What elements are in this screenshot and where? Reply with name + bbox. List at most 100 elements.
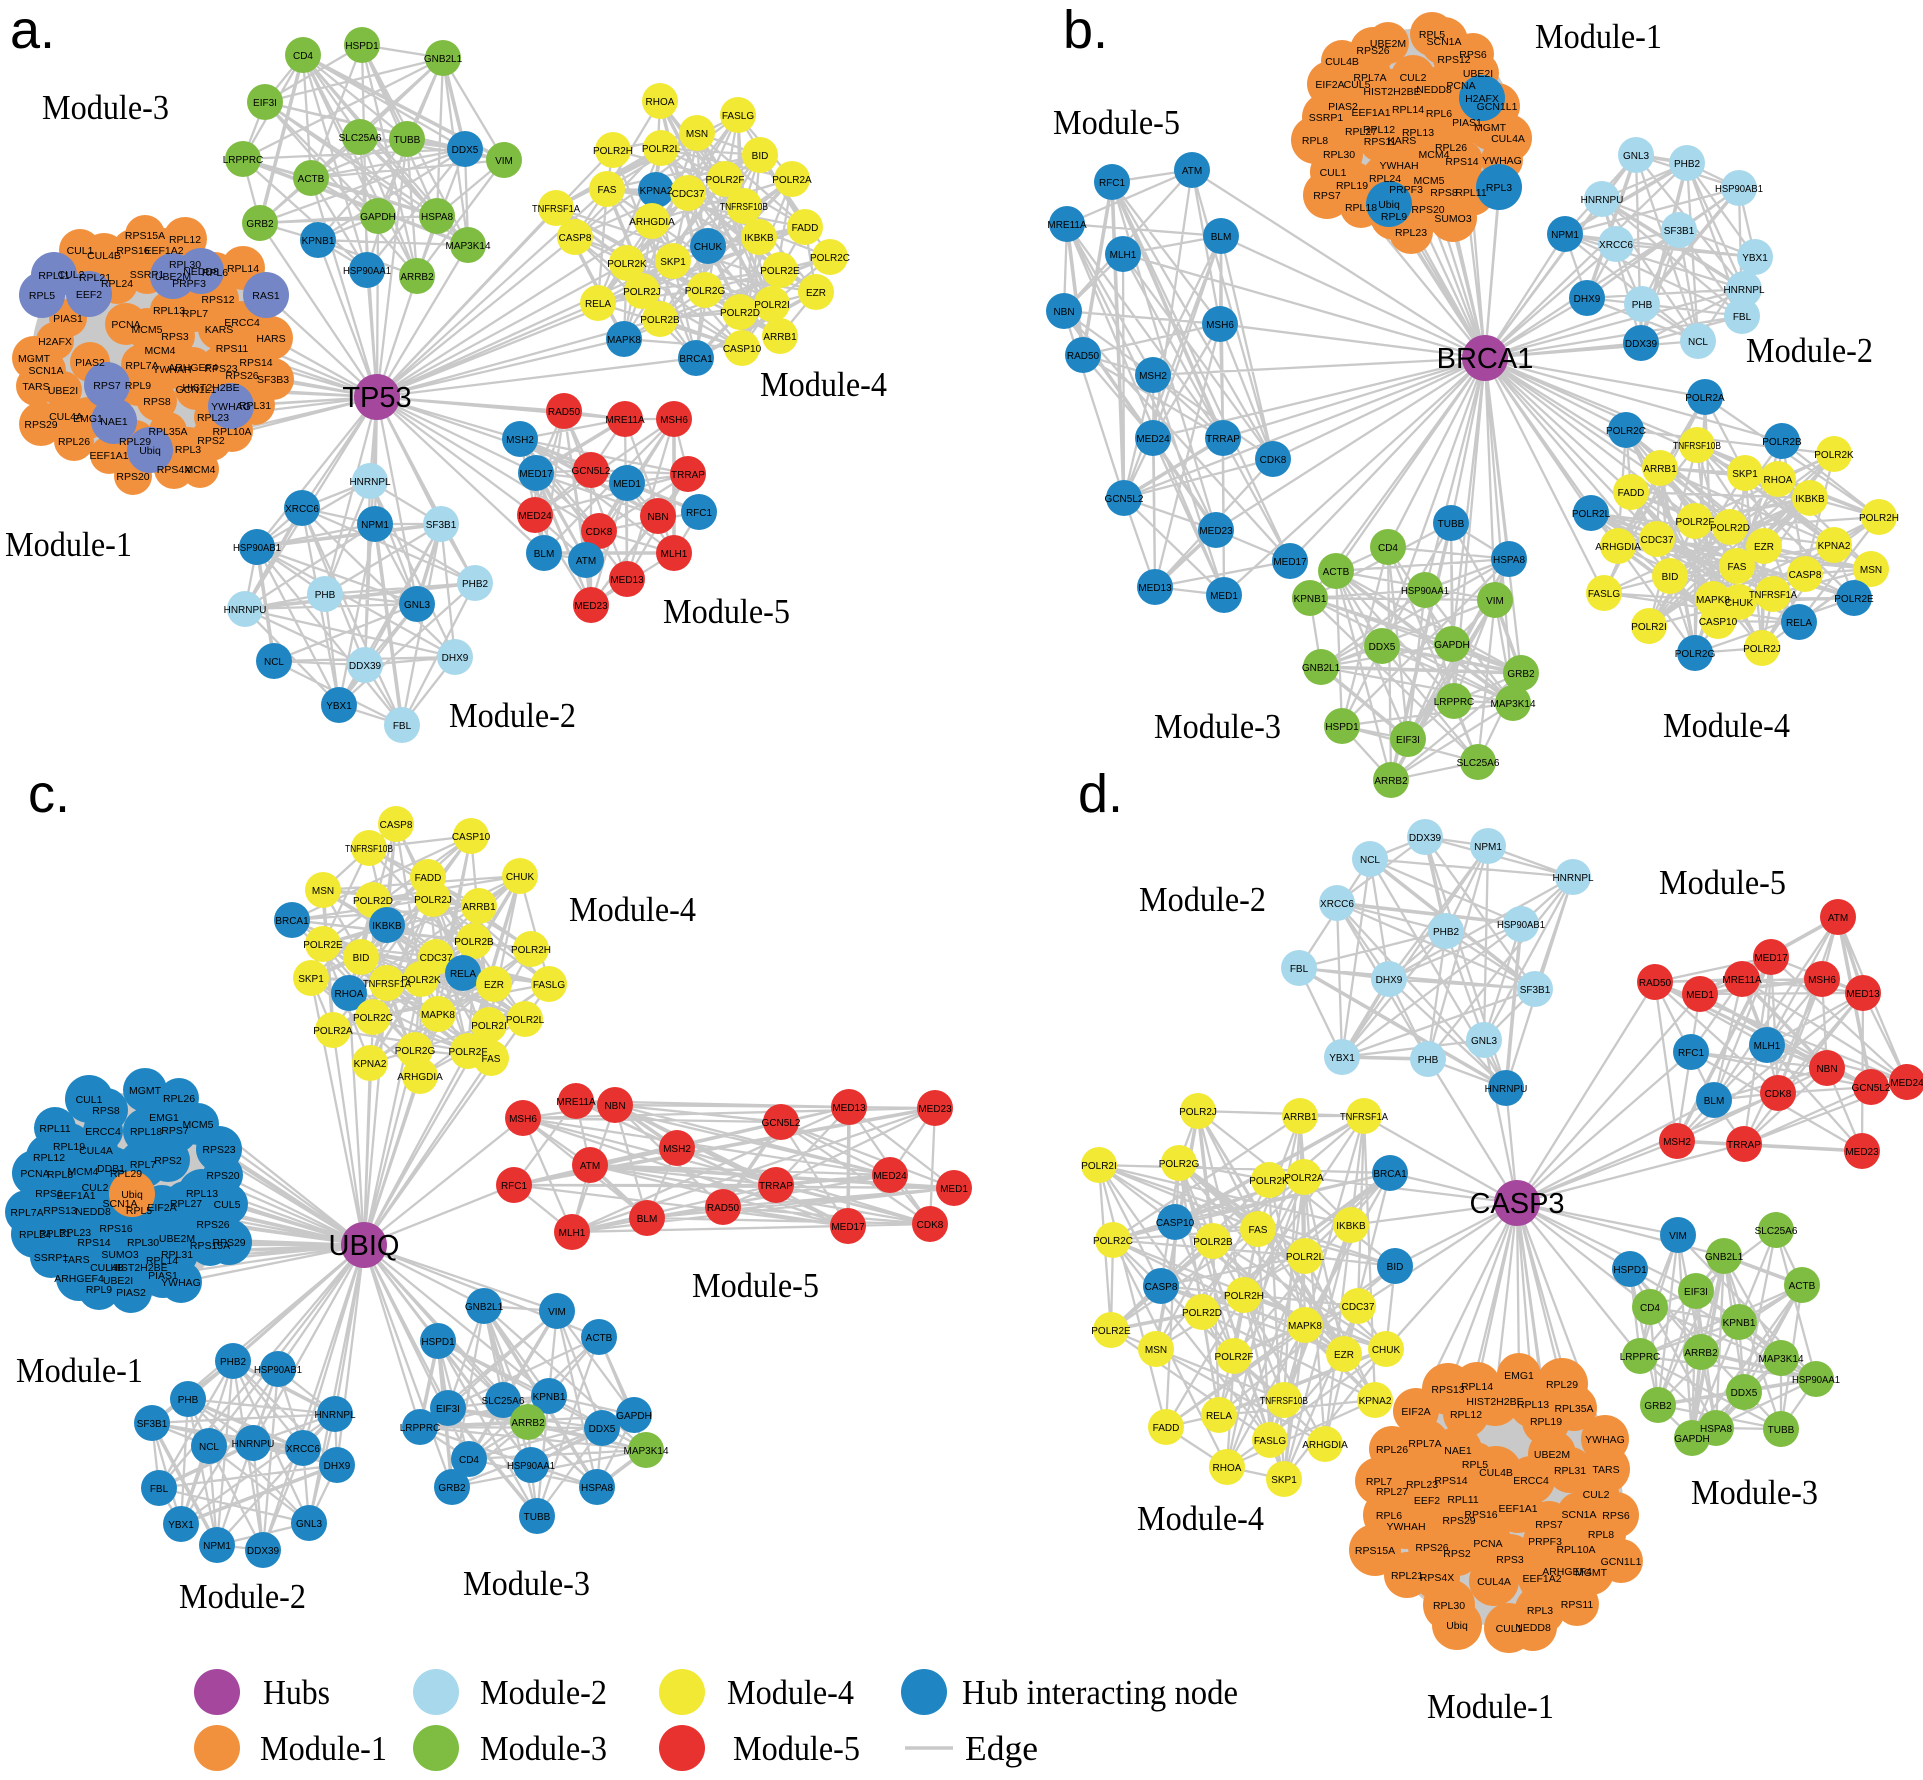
- svg-text:DHX9: DHX9: [324, 1461, 351, 1472]
- svg-text:ARRB1: ARRB1: [1283, 1112, 1317, 1123]
- svg-text:EZR: EZR: [484, 980, 504, 991]
- svg-text:RPS26: RPS26: [196, 1219, 229, 1231]
- svg-text:YWHAH: YWHAH: [1386, 1521, 1425, 1533]
- svg-text:PRPF3: PRPF3: [1389, 184, 1423, 196]
- svg-text:NEDD8: NEDD8: [75, 1206, 111, 1218]
- svg-text:HNRNPL: HNRNPL: [314, 1410, 356, 1421]
- svg-text:POLR2A: POLR2A: [313, 1026, 353, 1037]
- svg-text:EMG1: EMG1: [1504, 1370, 1534, 1382]
- svg-text:RPL13: RPL13: [153, 305, 185, 317]
- svg-text:MED23: MED23: [1199, 526, 1233, 537]
- svg-text:VIM: VIM: [495, 156, 513, 167]
- svg-text:Module-4: Module-4: [1663, 706, 1790, 745]
- svg-text:RPS14: RPS14: [1445, 156, 1478, 168]
- svg-text:Module-2: Module-2: [449, 696, 576, 735]
- svg-text:KPNB1: KPNB1: [533, 1392, 566, 1403]
- svg-text:YWHAG: YWHAG: [1482, 155, 1522, 167]
- svg-text:RELA: RELA: [585, 299, 611, 310]
- svg-text:POLR2H: POLR2H: [1859, 513, 1899, 524]
- svg-text:PHB2: PHB2: [462, 579, 489, 590]
- svg-text:CHUK: CHUK: [506, 872, 535, 883]
- svg-text:RPL26: RPL26: [58, 436, 90, 448]
- svg-text:FAS: FAS: [1249, 1225, 1268, 1236]
- svg-text:RFC1: RFC1: [1099, 178, 1126, 189]
- svg-text:SLC25A6: SLC25A6: [339, 133, 382, 144]
- svg-text:MCM4: MCM4: [185, 464, 216, 476]
- svg-text:Module-4: Module-4: [1137, 1499, 1264, 1538]
- svg-text:RPL8: RPL8: [47, 1169, 73, 1181]
- svg-text:CUL4B: CUL4B: [87, 250, 121, 262]
- svg-text:RPS8: RPS8: [1430, 187, 1458, 199]
- svg-text:d.: d.: [1078, 764, 1123, 824]
- svg-text:POLR2I: POLR2I: [471, 1021, 507, 1032]
- svg-text:RPS4X: RPS4X: [157, 464, 191, 476]
- svg-text:H2AFX: H2AFX: [38, 336, 72, 348]
- svg-text:NPM1: NPM1: [1474, 842, 1502, 853]
- svg-text:YWHAH: YWHAH: [1379, 160, 1418, 172]
- svg-text:RPL31: RPL31: [239, 400, 271, 412]
- svg-text:UBE2M: UBE2M: [155, 271, 191, 283]
- svg-text:BLM: BLM: [1704, 1096, 1725, 1107]
- svg-text:RAD50: RAD50: [1639, 978, 1672, 989]
- svg-text:CASP3: CASP3: [1469, 1188, 1564, 1220]
- svg-text:GNB2L1: GNB2L1: [1302, 663, 1341, 674]
- svg-text:RAD50: RAD50: [548, 407, 581, 418]
- svg-text:EIF3I: EIF3I: [436, 1404, 460, 1415]
- svg-text:MED23: MED23: [1845, 1147, 1879, 1158]
- svg-text:TRRAP: TRRAP: [1727, 1140, 1761, 1151]
- svg-text:PIAS1: PIAS1: [53, 313, 83, 325]
- svg-text:CDK8: CDK8: [1765, 1089, 1792, 1100]
- svg-text:BID: BID: [1662, 572, 1679, 583]
- svg-text:RPL13: RPL13: [1517, 1399, 1549, 1411]
- svg-text:Module-3: Module-3: [42, 88, 169, 127]
- svg-text:RHOA: RHOA: [335, 989, 364, 1000]
- svg-text:SF3B1: SF3B1: [1520, 985, 1551, 996]
- svg-text:KPNA2: KPNA2: [1359, 1396, 1392, 1407]
- svg-text:RPL18: RPL18: [130, 1126, 162, 1138]
- svg-text:ARRB1: ARRB1: [462, 902, 496, 913]
- svg-text:SF3B3: SF3B3: [257, 374, 289, 386]
- svg-text:RPS15A: RPS15A: [125, 230, 165, 242]
- svg-text:RPL5: RPL5: [1462, 1459, 1488, 1471]
- svg-text:RPL27: RPL27: [1345, 126, 1377, 138]
- svg-text:RPS2: RPS2: [197, 435, 225, 447]
- svg-text:HSP90AA1: HSP90AA1: [1792, 1375, 1840, 1386]
- svg-text:POLR2E: POLR2E: [1834, 594, 1874, 605]
- svg-text:KPNB1: KPNB1: [302, 236, 335, 247]
- svg-text:FAS: FAS: [598, 185, 617, 196]
- svg-text:VIM: VIM: [1486, 596, 1504, 607]
- svg-text:Module-3: Module-3: [463, 1564, 590, 1603]
- svg-text:DDX5: DDX5: [589, 1424, 616, 1435]
- svg-text:KPNA2: KPNA2: [640, 186, 673, 197]
- svg-text:TRRAP: TRRAP: [671, 470, 705, 481]
- svg-text:MCM4: MCM4: [68, 1166, 99, 1178]
- svg-text:EZR: EZR: [1754, 542, 1774, 553]
- svg-text:RPS11: RPS11: [1364, 136, 1397, 148]
- svg-text:c.: c.: [28, 764, 70, 824]
- svg-text:UBE2M: UBE2M: [1370, 38, 1406, 50]
- svg-text:UBE2I: UBE2I: [48, 385, 78, 397]
- svg-text:POLR2F: POLR2F: [1215, 1352, 1254, 1363]
- svg-text:POLR2D: POLR2D: [1182, 1308, 1222, 1319]
- svg-text:RPL6: RPL6: [202, 267, 228, 279]
- svg-text:Module-5: Module-5: [692, 1266, 819, 1305]
- svg-text:CASP8: CASP8: [380, 820, 413, 831]
- svg-text:POLR2K: POLR2K: [401, 975, 441, 986]
- svg-text:HSPA8: HSPA8: [581, 1483, 613, 1494]
- svg-text:UBE2M: UBE2M: [159, 1233, 195, 1245]
- svg-text:IKBKB: IKBKB: [744, 233, 774, 244]
- svg-text:CUL2: CUL2: [1583, 1489, 1610, 1501]
- svg-text:RPL11: RPL11: [1455, 187, 1486, 199]
- svg-text:MSH6: MSH6: [1206, 320, 1234, 331]
- svg-text:TUBB: TUBB: [394, 135, 421, 146]
- svg-text:RPL6: RPL6: [1376, 1510, 1402, 1522]
- svg-text:ATM: ATM: [1828, 913, 1848, 924]
- svg-text:POLR2C: POLR2C: [353, 1013, 393, 1024]
- svg-text:TNFRSF10B: TNFRSF10B: [345, 844, 393, 855]
- svg-text:RPS20: RPS20: [206, 1170, 239, 1182]
- svg-text:RPL29: RPL29: [110, 1168, 142, 1180]
- svg-text:MSN: MSN: [686, 129, 708, 140]
- svg-text:POLR2K: POLR2K: [1814, 450, 1854, 461]
- svg-text:CDC37: CDC37: [672, 189, 705, 200]
- svg-text:Module-2: Module-2: [179, 1577, 306, 1616]
